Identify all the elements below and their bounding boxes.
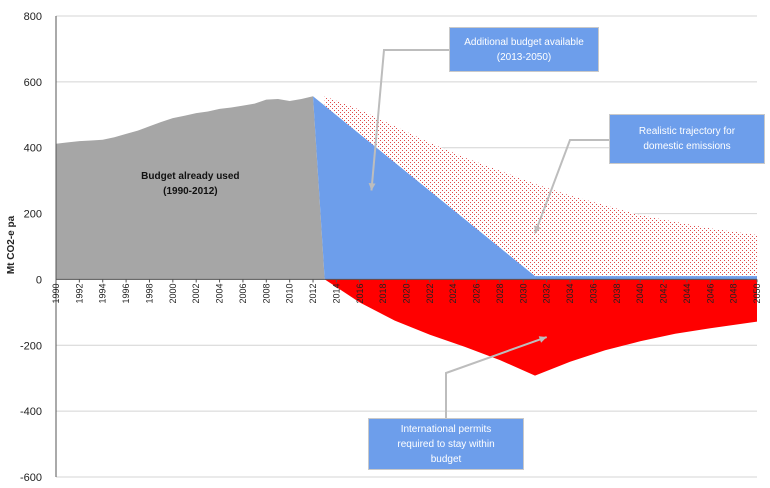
x-tick-label: 2018 [378,283,388,303]
y-tick-label: 600 [24,77,42,89]
callout-leaders [368,49,609,418]
y-tick-label: 800 [24,11,42,23]
x-tick-label: 2038 [612,283,622,303]
y-tick-label: -400 [20,406,42,418]
x-tick-label: 1992 [74,283,84,303]
callout-line: International permits [400,423,492,435]
leader-line [370,49,449,191]
arrowhead [538,336,547,343]
x-tick-label: 2032 [542,283,552,303]
x-tick-label: 1998 [144,283,154,303]
x-tick-label: 2050 [752,283,762,303]
x-tick-label: 2014 [331,283,341,303]
x-tick-label: 1990 [51,283,61,303]
x-tick-label: 2026 [472,283,482,303]
callout-line: budget [430,453,462,465]
x-tick-label: 2028 [495,283,505,303]
x-tick-label: 2022 [425,283,435,303]
callout-additional-budget: Additional budget available (2013-2050) [449,27,599,72]
x-tick-label: 2016 [355,283,365,303]
x-tick-label: 2042 [659,283,669,303]
inline-labels: Budget already used (1990-2012) [141,171,239,197]
callout-international-permits: International permits required to stay wi… [368,418,524,470]
leader-line [534,139,609,234]
x-tick-label: 2000 [168,283,178,303]
callout-line: domestic emissions [643,141,731,152]
callout-line: (2013-2050) [496,51,552,63]
x-tick-label: 2046 [705,283,715,303]
x-tick-label: 2036 [588,283,598,303]
budget-used-label: (1990-2012) [163,186,217,197]
y-axis-label: Mt CO2-e pa [6,215,17,274]
area-series [56,96,757,376]
callout-line: Additional budget available [464,36,584,48]
x-tick-label: 2030 [518,283,528,303]
x-tick-label: 2006 [238,283,248,303]
additional-budget-area [313,96,757,280]
x-tick-label: 2048 [729,283,739,303]
budget-used-label: Budget already used [141,171,239,182]
y-tick-label: 0 [36,274,42,286]
x-tick-label: 2024 [448,283,458,303]
x-tick-label: 2034 [565,283,575,303]
budget-used-area [56,96,325,280]
x-tick-label: 2040 [635,283,645,303]
international-permits-area [324,279,757,376]
x-tick-label: 2020 [402,283,412,303]
arrowhead [368,183,376,191]
callout-line: required to stay within [397,438,495,450]
x-tick-label: 1994 [98,283,108,303]
y-tick-label: 200 [24,209,42,221]
axes [55,16,758,477]
arrowhead [534,225,541,234]
callout-realistic-trajectory: Realistic trajectory for domestic emissio… [609,114,765,164]
x-tick-label: 2002 [191,283,201,303]
x-tick-labels: 1990 1992 1994 1996 1998 2000 2002 2004 2006 2008… [51,283,762,303]
y-tick-label: -200 [20,340,42,352]
y-tick-label: 400 [24,143,42,155]
y-tick-labels: 800 600 400 200 0 -200 -400 -600 [20,11,42,484]
x-tick-label: 2044 [682,283,692,303]
x-tick-label: 1996 [121,283,131,303]
x-tick-label: 2010 [285,283,295,303]
x-tick-label: 2012 [308,283,318,303]
x-tick-label: 2008 [261,283,271,303]
leader-line [445,336,548,418]
y-tick-label: -600 [20,472,42,484]
x-tick-label: 2004 [215,283,225,303]
callout-line: Realistic trajectory for [638,126,736,137]
